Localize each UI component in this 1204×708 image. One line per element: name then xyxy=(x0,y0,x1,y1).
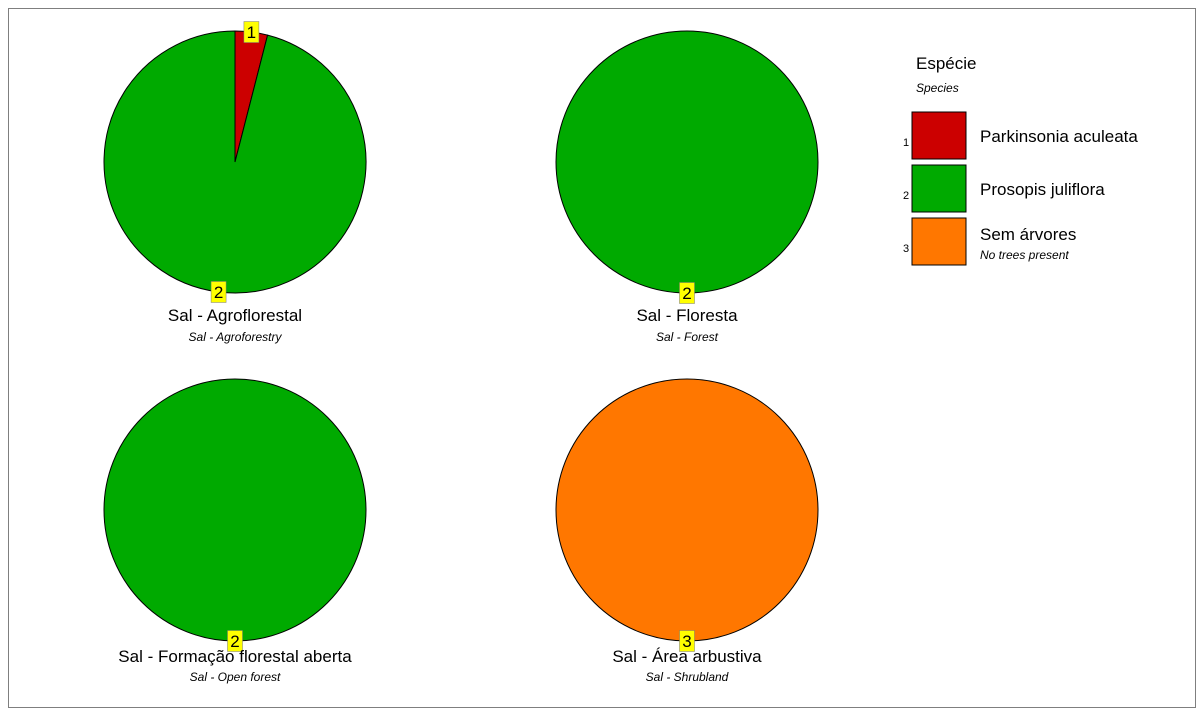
pie-slices xyxy=(555,30,819,294)
pie-subtitle: Sal - Agroforestry xyxy=(189,330,283,344)
legend-item-label: Parkinsonia aculeata xyxy=(980,127,1138,146)
slice-label-box xyxy=(679,282,695,304)
pie-slice xyxy=(103,30,367,294)
legend: Espécie Species 1 Parkinsonia aculeata 2 Pr… xyxy=(903,54,1138,266)
slice-label: 2 xyxy=(210,281,227,303)
slice-label-box xyxy=(679,630,695,652)
slice-label: 2 xyxy=(679,282,695,304)
legend-item-number: 3 xyxy=(903,243,909,255)
slice-labels: 2 xyxy=(679,282,695,304)
pie-slices xyxy=(103,378,367,642)
pie-title: Sal - Agroflorestal xyxy=(168,306,302,325)
slice-label: 2 xyxy=(227,630,243,652)
pie-slice xyxy=(555,30,819,294)
legend-swatch xyxy=(911,164,967,213)
legend-swatch xyxy=(911,217,967,266)
legend-item-number: 2 xyxy=(903,190,909,202)
pie-slice xyxy=(555,378,819,642)
pie-slices xyxy=(103,30,367,294)
slice-label-text: 2 xyxy=(214,283,223,302)
slice-labels: 3 xyxy=(679,630,695,652)
legend-items: 1 Parkinsonia aculeata 2 Prosopis juliflora… xyxy=(903,111,1138,266)
slice-label-box xyxy=(227,630,243,652)
slice-label-box xyxy=(210,281,227,303)
legend-subtitle: Species xyxy=(916,81,959,95)
slice-label-box xyxy=(243,21,260,43)
pie-subtitle: Sal - Open forest xyxy=(190,670,281,684)
pie-slices xyxy=(555,378,819,642)
legend-item: 2 Prosopis juliflora xyxy=(903,164,1105,213)
legend-title: Espécie xyxy=(916,54,976,73)
legend-item-label: Sem árvores xyxy=(980,225,1076,244)
pie-chart: 2 Sal - Floresta Sal - Forest xyxy=(555,30,819,344)
slice-labels: 2 xyxy=(227,630,243,652)
slice-label-text: 2 xyxy=(230,632,239,651)
legend-swatch xyxy=(911,111,967,160)
legend-item: 3 Sem árvores No trees present xyxy=(903,217,1076,266)
legend-item: 1 Parkinsonia aculeata xyxy=(903,111,1138,160)
pie-title: Sal - Formação florestal aberta xyxy=(118,647,352,666)
legend-item-label: Prosopis juliflora xyxy=(980,180,1105,199)
slice-label: 1 xyxy=(243,21,260,43)
pie-slice xyxy=(103,378,367,642)
pie-title: Sal - Floresta xyxy=(636,306,738,325)
slice-labels: 12 xyxy=(210,21,260,303)
slice-label-text: 2 xyxy=(682,284,691,303)
slice-label-text: 3 xyxy=(682,632,691,651)
slice-label-text: 1 xyxy=(247,23,256,42)
legend-item-number: 1 xyxy=(903,137,909,149)
pie-title: Sal - Área arbustiva xyxy=(612,647,762,666)
pie-subtitle: Sal - Shrubland xyxy=(646,670,729,684)
pie-subtitle: Sal - Forest xyxy=(656,330,719,344)
legend-item-sublabel: No trees present xyxy=(980,248,1069,262)
slice-label: 3 xyxy=(679,630,695,652)
